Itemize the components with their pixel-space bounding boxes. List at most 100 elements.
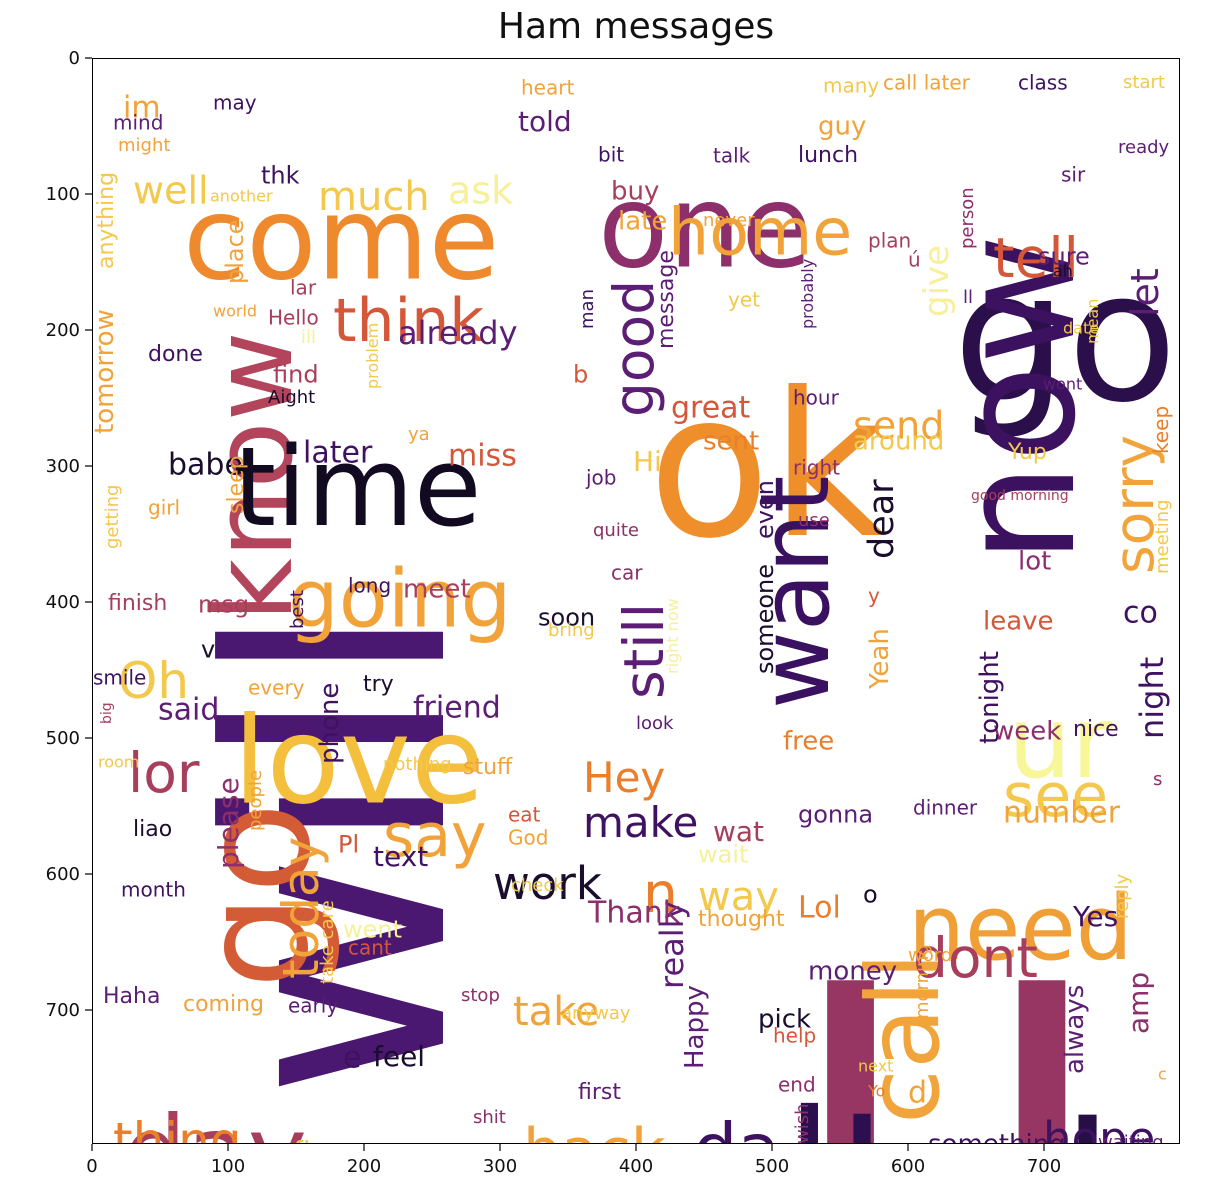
chart-title: Ham messages — [497, 6, 775, 47]
word-ask: ask — [448, 169, 513, 213]
word-right: right — [793, 456, 840, 480]
word-send: send — [853, 404, 944, 448]
word-every: every — [248, 676, 305, 700]
word-cant: cant — [348, 936, 392, 960]
word-great: great — [671, 390, 751, 425]
word-y: y — [868, 584, 880, 608]
word-im: im — [123, 90, 161, 125]
word-keep: keep — [1149, 406, 1173, 454]
word-sir: sir — [1061, 163, 1086, 187]
word-ah: ah — [1053, 261, 1073, 280]
word-something: something — [928, 1129, 1066, 1143]
word-nothing: nothing — [383, 754, 452, 775]
word-bring: bring — [548, 620, 595, 641]
word-sorry: sorry — [1102, 435, 1166, 574]
word-big: big — [99, 702, 115, 724]
word-wait: wait — [698, 841, 748, 869]
word-make: make — [583, 798, 698, 847]
word-much: much — [318, 174, 430, 220]
word-let: let — [1123, 268, 1167, 317]
word-people: people — [245, 770, 266, 831]
word-dinner: dinner — [913, 796, 978, 820]
y-tick-label: 200 — [46, 320, 80, 341]
word-class: class — [1018, 71, 1068, 95]
word-going: going — [288, 552, 511, 645]
word-msg: msg — [198, 591, 249, 619]
word-Aight: Aight — [268, 387, 315, 408]
word-give: give — [917, 245, 957, 317]
x-tick-label: 500 — [755, 1156, 789, 1177]
word-money: money — [808, 956, 897, 986]
word-try: try — [363, 672, 394, 697]
word-ur: ur — [1008, 684, 1113, 801]
word-date: date — [1063, 318, 1099, 337]
word-Thank: Thank — [587, 895, 681, 930]
word-bit: bit — [598, 143, 624, 167]
word-see: see — [1003, 761, 1108, 831]
word-Hey: Hey — [583, 753, 665, 802]
word-room: room — [98, 752, 139, 771]
word-finish: finish — [108, 591, 167, 616]
word-Pl: Pl — [338, 831, 359, 859]
word-today: today — [272, 837, 330, 979]
word-car: car — [611, 561, 643, 585]
word-look: look — [636, 713, 674, 734]
word-tonight: tonight — [975, 651, 1005, 744]
word-will: will — [165, 604, 514, 1099]
word-another: another — [210, 186, 273, 205]
word-Yeah: Yeah — [865, 628, 895, 690]
word-miss: miss — [448, 438, 517, 473]
word-late: late — [618, 206, 667, 236]
y-tick-label: 400 — [46, 592, 80, 613]
word-work: work — [493, 857, 602, 910]
word-call: call — [845, 952, 962, 1124]
word-buy: buy — [611, 176, 659, 206]
word-week: week — [993, 716, 1061, 746]
word-hope: hope — [1043, 1112, 1155, 1143]
word-smile: smile — [93, 666, 146, 690]
word-free: free — [783, 726, 834, 756]
word-day: day — [123, 1094, 307, 1143]
x-tick-label: 400 — [619, 1156, 653, 1177]
word-number: number — [1003, 795, 1121, 830]
word-reply: reply — [1112, 873, 1133, 919]
word-nice: nice — [1073, 717, 1119, 742]
word-ya: ya — [408, 424, 430, 445]
word-quite: quite — [593, 520, 639, 541]
word-go: go — [170, 802, 344, 989]
word-lor: lor — [128, 741, 200, 805]
word-meeting: meeting — [1152, 499, 1173, 574]
y-tick-label: 300 — [46, 456, 80, 477]
word-find: find — [273, 361, 319, 389]
word-fine: fine — [293, 1135, 346, 1143]
word-da: da — [693, 1109, 780, 1143]
word-please: please — [212, 777, 245, 869]
word-pick: pick — [758, 1004, 811, 1034]
word-job: job — [585, 466, 617, 490]
y-tick-label: 600 — [46, 864, 80, 885]
word-dear: dear — [862, 479, 902, 559]
word-tomorrow: tomorrow — [93, 309, 120, 434]
word-stop: stop — [461, 985, 500, 1006]
word-never: never — [703, 210, 755, 231]
y-tick-label: 100 — [46, 184, 80, 205]
word-home: home — [668, 196, 852, 271]
word-now: now — [924, 234, 1111, 564]
word-lar: lar — [290, 276, 317, 300]
word-lot: lot — [1018, 546, 1051, 576]
word-night: night — [1133, 657, 1171, 739]
word-ready: ready — [1118, 137, 1170, 158]
word-o: o — [863, 881, 878, 909]
word-world: world — [213, 301, 257, 320]
word-Happy: Happy — [680, 985, 710, 1069]
word-say: say — [383, 801, 487, 871]
word-month: month — [121, 878, 186, 902]
word-went: went — [343, 916, 402, 944]
word-place: place — [221, 219, 249, 284]
word-ill: ill — [301, 327, 316, 348]
word-need: need — [908, 876, 1133, 981]
word-right-now: right now — [663, 598, 682, 674]
word-liao: liao — [133, 817, 172, 842]
word-amp: amp — [1122, 972, 1155, 1034]
